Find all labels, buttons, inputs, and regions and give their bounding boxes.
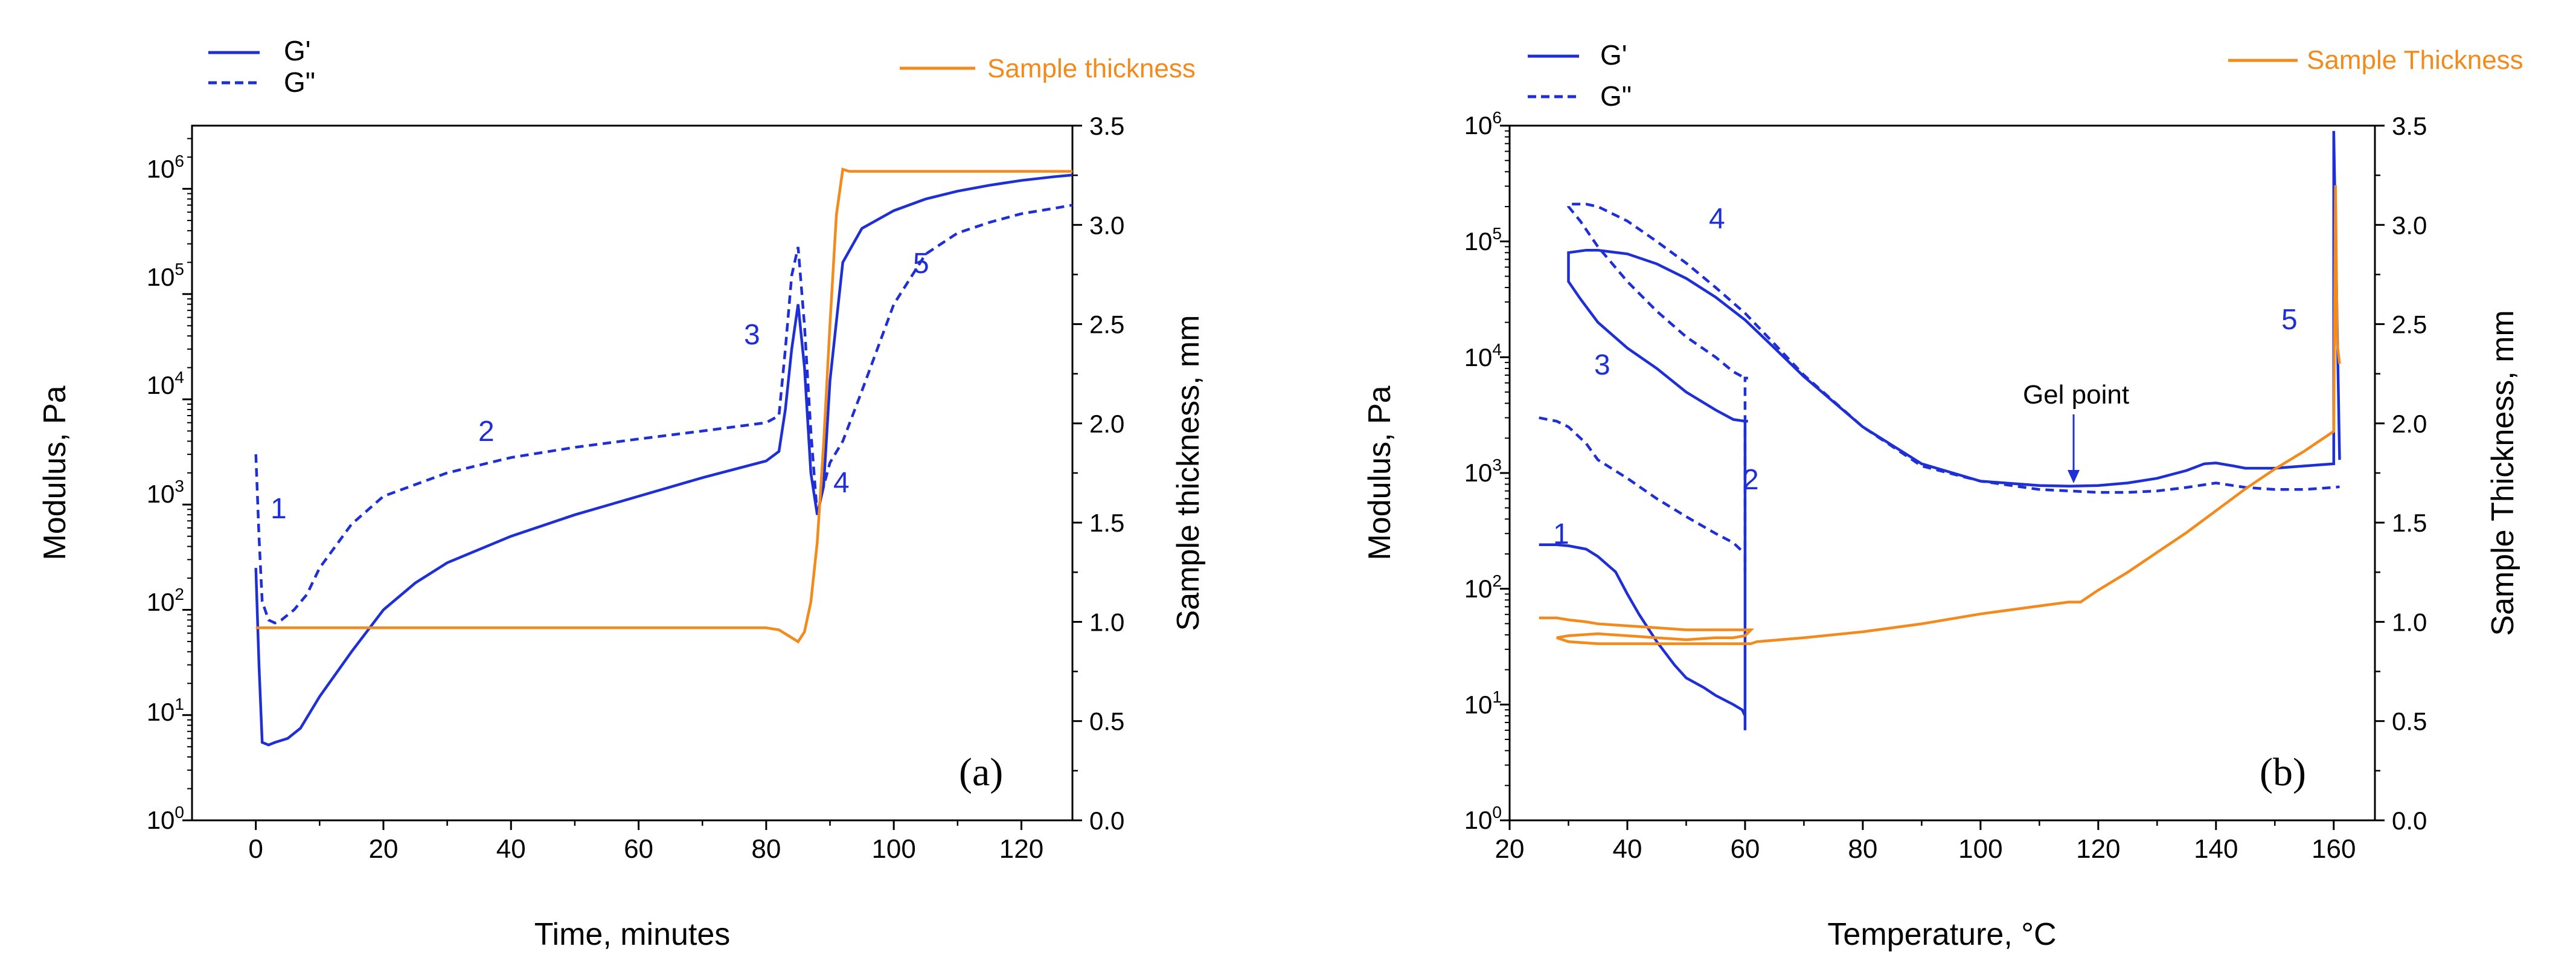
y-left-axis-ticks-a: 100 101 102 103 104 105 106 <box>147 138 192 834</box>
y-left-axis-title-b: Modulus, Pa <box>1362 385 1397 560</box>
y-tick-label: 103 <box>1464 455 1502 487</box>
x-tick-label: 0 <box>248 834 263 864</box>
x-tick-label: 80 <box>751 834 781 864</box>
annotation-1: 1 <box>1553 518 1569 550</box>
annotation-3: 3 <box>744 319 760 351</box>
x-tick-label: 120 <box>999 834 1043 864</box>
y-tick-label: 101 <box>147 695 184 726</box>
plot-frame-a <box>191 124 1074 822</box>
series-line-gdoubleprime-a <box>254 204 1073 625</box>
x-tick-label: 60 <box>624 834 653 864</box>
legend-label-gdoubleprime: G" <box>284 66 315 98</box>
annotation-2: 2 <box>478 416 495 448</box>
legend-label-thickness: Sample Thickness <box>2307 45 2523 75</box>
x-tick-label: 100 <box>871 834 915 864</box>
x-axis-title-a: Time, minutes <box>534 917 731 952</box>
x-tick-label: 100 <box>1958 834 2002 864</box>
x-tick-label: 20 <box>1495 834 1525 864</box>
legend-left-a: G' G" <box>208 35 315 98</box>
legend-label-thickness: Sample thickness <box>987 54 1196 83</box>
y-right-tick-label: 0.0 <box>1089 806 1124 835</box>
y-right-tick-label: 0.5 <box>2392 707 2427 736</box>
x-axis-ticks-b: 20 40 60 80 100 120 140 160 <box>1495 820 2356 864</box>
legend-left-b: G' G" <box>1528 39 1632 112</box>
series-line-thickness-b <box>1539 185 2341 645</box>
gel-point-label: Gel point <box>2023 380 2129 410</box>
y-tick-label: 105 <box>147 260 184 291</box>
y-right-tick-label: 3.0 <box>2392 211 2427 239</box>
annotation-1: 1 <box>271 493 287 525</box>
chart-panel-a: G' G" Sample thickness 0 20 40 60 80 100 120 1… <box>37 35 1206 952</box>
panel-label-b: (b) <box>2260 750 2306 794</box>
annotation-5: 5 <box>2281 304 2298 336</box>
annotation-3: 3 <box>1594 349 1610 381</box>
legend-right-a: Sample thickness <box>900 54 1196 83</box>
y-right-tick-label: 1.0 <box>2392 608 2427 636</box>
y-tick-label: 106 <box>147 152 184 183</box>
panel-label-a: (a) <box>959 750 1003 794</box>
y-tick-label: 104 <box>1464 340 1502 372</box>
annotation-4: 4 <box>1709 203 1725 235</box>
x-axis-ticks-a: 0 20 40 60 80 100 120 <box>248 820 1043 864</box>
series-line-gprime-b <box>1539 130 2341 730</box>
annotation-4: 4 <box>833 467 850 499</box>
series-line-gdoubleprime-b <box>1539 202 2340 572</box>
legend-label-gprime: G' <box>1600 39 1627 71</box>
y-right-tick-label: 0.5 <box>1089 707 1124 736</box>
x-tick-label: 160 <box>2312 834 2356 864</box>
y-right-axis-title-b: Sample Thickness, mm <box>2485 310 2520 635</box>
y-left-axis-ticks-b: 100 101 102 103 104 105 106 <box>1464 108 1510 834</box>
y-right-axis-title-a: Sample thickness, mm <box>1171 315 1206 631</box>
y-tick-label: 104 <box>147 368 184 399</box>
x-tick-label: 60 <box>1730 834 1760 864</box>
y-right-tick-label: 3.5 <box>1089 112 1124 140</box>
y-right-tick-label: 2.5 <box>1089 310 1124 339</box>
y-tick-label: 106 <box>1464 108 1502 140</box>
y-tick-label: 100 <box>1464 803 1502 834</box>
y-right-tick-label: 2.0 <box>2392 410 2427 438</box>
series-line-gprime-a <box>254 173 1073 747</box>
y-right-tick-label: 1.5 <box>2392 509 2427 537</box>
x-tick-label: 140 <box>2194 834 2238 864</box>
y-right-tick-label: 2.0 <box>1089 410 1124 438</box>
legend-right-b: Sample Thickness <box>2228 45 2523 75</box>
gel-point-marker: Gel point <box>2023 380 2129 483</box>
y-right-tick-label: 1.5 <box>1089 509 1124 537</box>
y-tick-label: 100 <box>147 803 184 834</box>
chart-panel-b: G' G" Sample Thickness 20 40 60 80 100 120 140… <box>1362 39 2523 952</box>
y-left-axis-title-a: Modulus, Pa <box>37 385 72 560</box>
x-tick-label: 20 <box>368 834 398 864</box>
y-right-tick-label: 0.0 <box>2392 806 2427 835</box>
x-tick-label: 120 <box>2076 834 2120 864</box>
x-tick-label: 80 <box>1848 834 1877 864</box>
y-tick-label: 103 <box>147 477 184 508</box>
y-right-tick-label: 3.5 <box>2392 112 2427 140</box>
y-tick-label: 105 <box>1464 224 1502 256</box>
y-right-tick-label: 2.5 <box>2392 310 2427 339</box>
annotation-5: 5 <box>913 248 929 280</box>
x-tick-label: 40 <box>1612 834 1642 864</box>
annotation-2: 2 <box>1743 464 1759 496</box>
y-right-axis-ticks-b: 0.0 0.5 1.0 1.5 2.0 2.5 3.0 3.5 <box>2375 112 2427 835</box>
legend-label-gdoubleprime: G" <box>1600 80 1632 112</box>
x-tick-label: 40 <box>496 834 526 864</box>
gel-point-arrow-head <box>2068 470 2080 483</box>
y-tick-label: 102 <box>147 585 184 616</box>
y-right-tick-label: 3.0 <box>1089 211 1124 239</box>
y-tick-label: 102 <box>1464 571 1502 603</box>
y-right-axis-ticks-a: 0.0 0.5 1.0 1.5 2.0 2.5 3.0 3.5 <box>1072 112 1124 835</box>
y-right-tick-label: 1.0 <box>1089 608 1124 636</box>
x-axis-title-b: Temperature, °C <box>1827 917 2056 952</box>
y-tick-label: 101 <box>1464 687 1502 719</box>
legend-label-gprime: G' <box>284 35 311 66</box>
series-line-thickness-a <box>255 167 1072 644</box>
